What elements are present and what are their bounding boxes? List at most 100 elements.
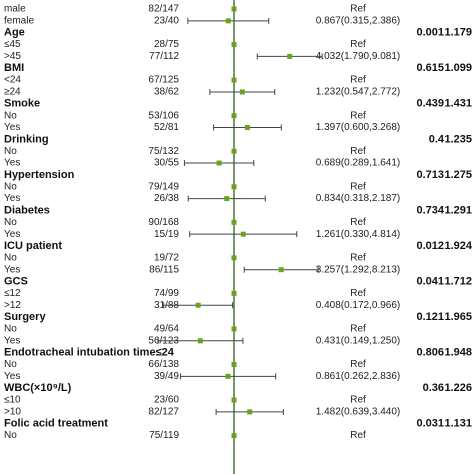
statistic: 1.099 [444, 62, 472, 74]
count: 66/138 [148, 359, 179, 370]
point [231, 290, 237, 296]
point [231, 148, 237, 154]
point [231, 77, 237, 83]
odds-ratio-label: 0.408(0.172,0.966) [316, 300, 401, 311]
point [239, 89, 245, 95]
count: 49/64 [154, 324, 179, 335]
group-label: BMI [4, 62, 24, 74]
group-label: ICU patient [4, 240, 62, 252]
p-value: 0.121 [416, 311, 444, 323]
odds-ratio-label: 1.232(0.547,2.772) [316, 87, 401, 98]
count: 23/60 [154, 395, 179, 406]
group-label: Age [4, 27, 25, 39]
row-label: Yes [4, 371, 20, 382]
point [231, 397, 237, 403]
odds-ratio-label: Ref [350, 288, 366, 299]
statistic: 1.431 [444, 98, 472, 110]
statistic: 1.712 [444, 275, 472, 287]
odds-ratio-label: 0.689(0.289,1.641) [316, 158, 401, 169]
count: 82/127 [148, 407, 179, 418]
row-label: >12 [4, 300, 21, 311]
row-label: No [4, 181, 17, 192]
odds-ratio-label: Ref [350, 359, 366, 370]
group-label: Folic acid treatment [4, 418, 108, 430]
p-value: 0.4 [429, 133, 445, 145]
point [231, 433, 237, 439]
row-label: No [4, 324, 17, 335]
count: 67/125 [148, 75, 179, 86]
row-label: ≤12 [4, 288, 21, 299]
row-label: No [4, 217, 17, 228]
odds-ratio-label: Ref [350, 217, 366, 228]
statistic: 1.948 [444, 347, 472, 359]
odds-ratio-label: 0.431(0.149,1.250) [316, 335, 401, 346]
statistic: 1.965 [444, 311, 472, 323]
count: 79/149 [148, 181, 179, 192]
point [244, 125, 250, 130]
odds-ratio-label: Ref [350, 430, 366, 441]
group-label: Surgery [4, 311, 46, 323]
odds-ratio-label: 1.397(0.600,3.268) [316, 122, 401, 133]
count: 75/132 [148, 146, 179, 157]
statistic: 1.924 [444, 240, 472, 252]
odds-ratio-label: 1.482(0.639,3.440) [316, 407, 401, 418]
count: 53/106 [148, 110, 179, 121]
row-label: Yes [4, 264, 20, 275]
odds-ratio-label: 0.861(0.262,2.836) [316, 371, 401, 382]
row-label: No [4, 146, 17, 157]
odds-ratio-label: 3.257(1.292,8.213) [316, 264, 401, 275]
row-label: No [4, 359, 17, 370]
statistic: 1.179 [444, 27, 472, 39]
p-value: 0.439 [416, 98, 444, 110]
row-label: ≤10 [4, 395, 21, 406]
point [231, 219, 237, 225]
point [197, 338, 203, 344]
point [216, 160, 222, 166]
count: 30/55 [154, 158, 179, 169]
count: 28/75 [154, 39, 179, 50]
point [247, 409, 253, 415]
odds-ratio-label: 0.834(0.318,2.187) [316, 193, 401, 204]
group-label: Drinking [4, 133, 49, 145]
statistic: 1.226 [444, 382, 472, 394]
odds-ratio-label: 1.261(0.330,4.814) [316, 229, 401, 240]
point [231, 326, 237, 332]
count: 26/38 [154, 193, 179, 204]
row-label: <24 [4, 75, 21, 86]
odds-ratio-label: Ref [350, 39, 366, 50]
odds-ratio-label: Ref [350, 181, 366, 192]
count: 82/147 [148, 4, 179, 15]
odds-ratio-label: 4.032(1.790,9.081) [316, 51, 401, 62]
point [231, 42, 237, 48]
count: 23/40 [154, 15, 179, 26]
point [195, 302, 201, 308]
row-label: Yes [4, 335, 20, 346]
row-label: No [4, 252, 17, 263]
p-value: 0.734 [416, 204, 444, 216]
group-label: Diabetes [4, 204, 50, 216]
group-label: Smoke [4, 98, 40, 110]
odds-ratio-label: Ref [350, 110, 366, 121]
row-label: Yes [4, 193, 20, 204]
point [287, 53, 293, 59]
count: 77/112 [149, 51, 179, 62]
point [225, 373, 231, 379]
odds-ratio-label: Ref [350, 146, 366, 157]
row-label: female [4, 15, 34, 26]
odds-ratio-label: Ref [350, 252, 366, 263]
row-label: Yes [4, 229, 20, 240]
count: 74/99 [154, 288, 179, 299]
point [278, 267, 284, 273]
count: 52/81 [154, 122, 179, 133]
row-label: >10 [4, 407, 21, 418]
row-label: Yes [4, 122, 20, 133]
group-label: GCS [4, 275, 28, 287]
statistic: 1.275 [444, 169, 472, 181]
statistic: 1.131 [444, 418, 472, 430]
odds-ratio-label: Ref [350, 75, 366, 86]
row-label: ≥24 [4, 87, 21, 98]
point [225, 18, 231, 24]
point [231, 184, 237, 190]
odds-ratio-label: Ref [350, 324, 366, 335]
